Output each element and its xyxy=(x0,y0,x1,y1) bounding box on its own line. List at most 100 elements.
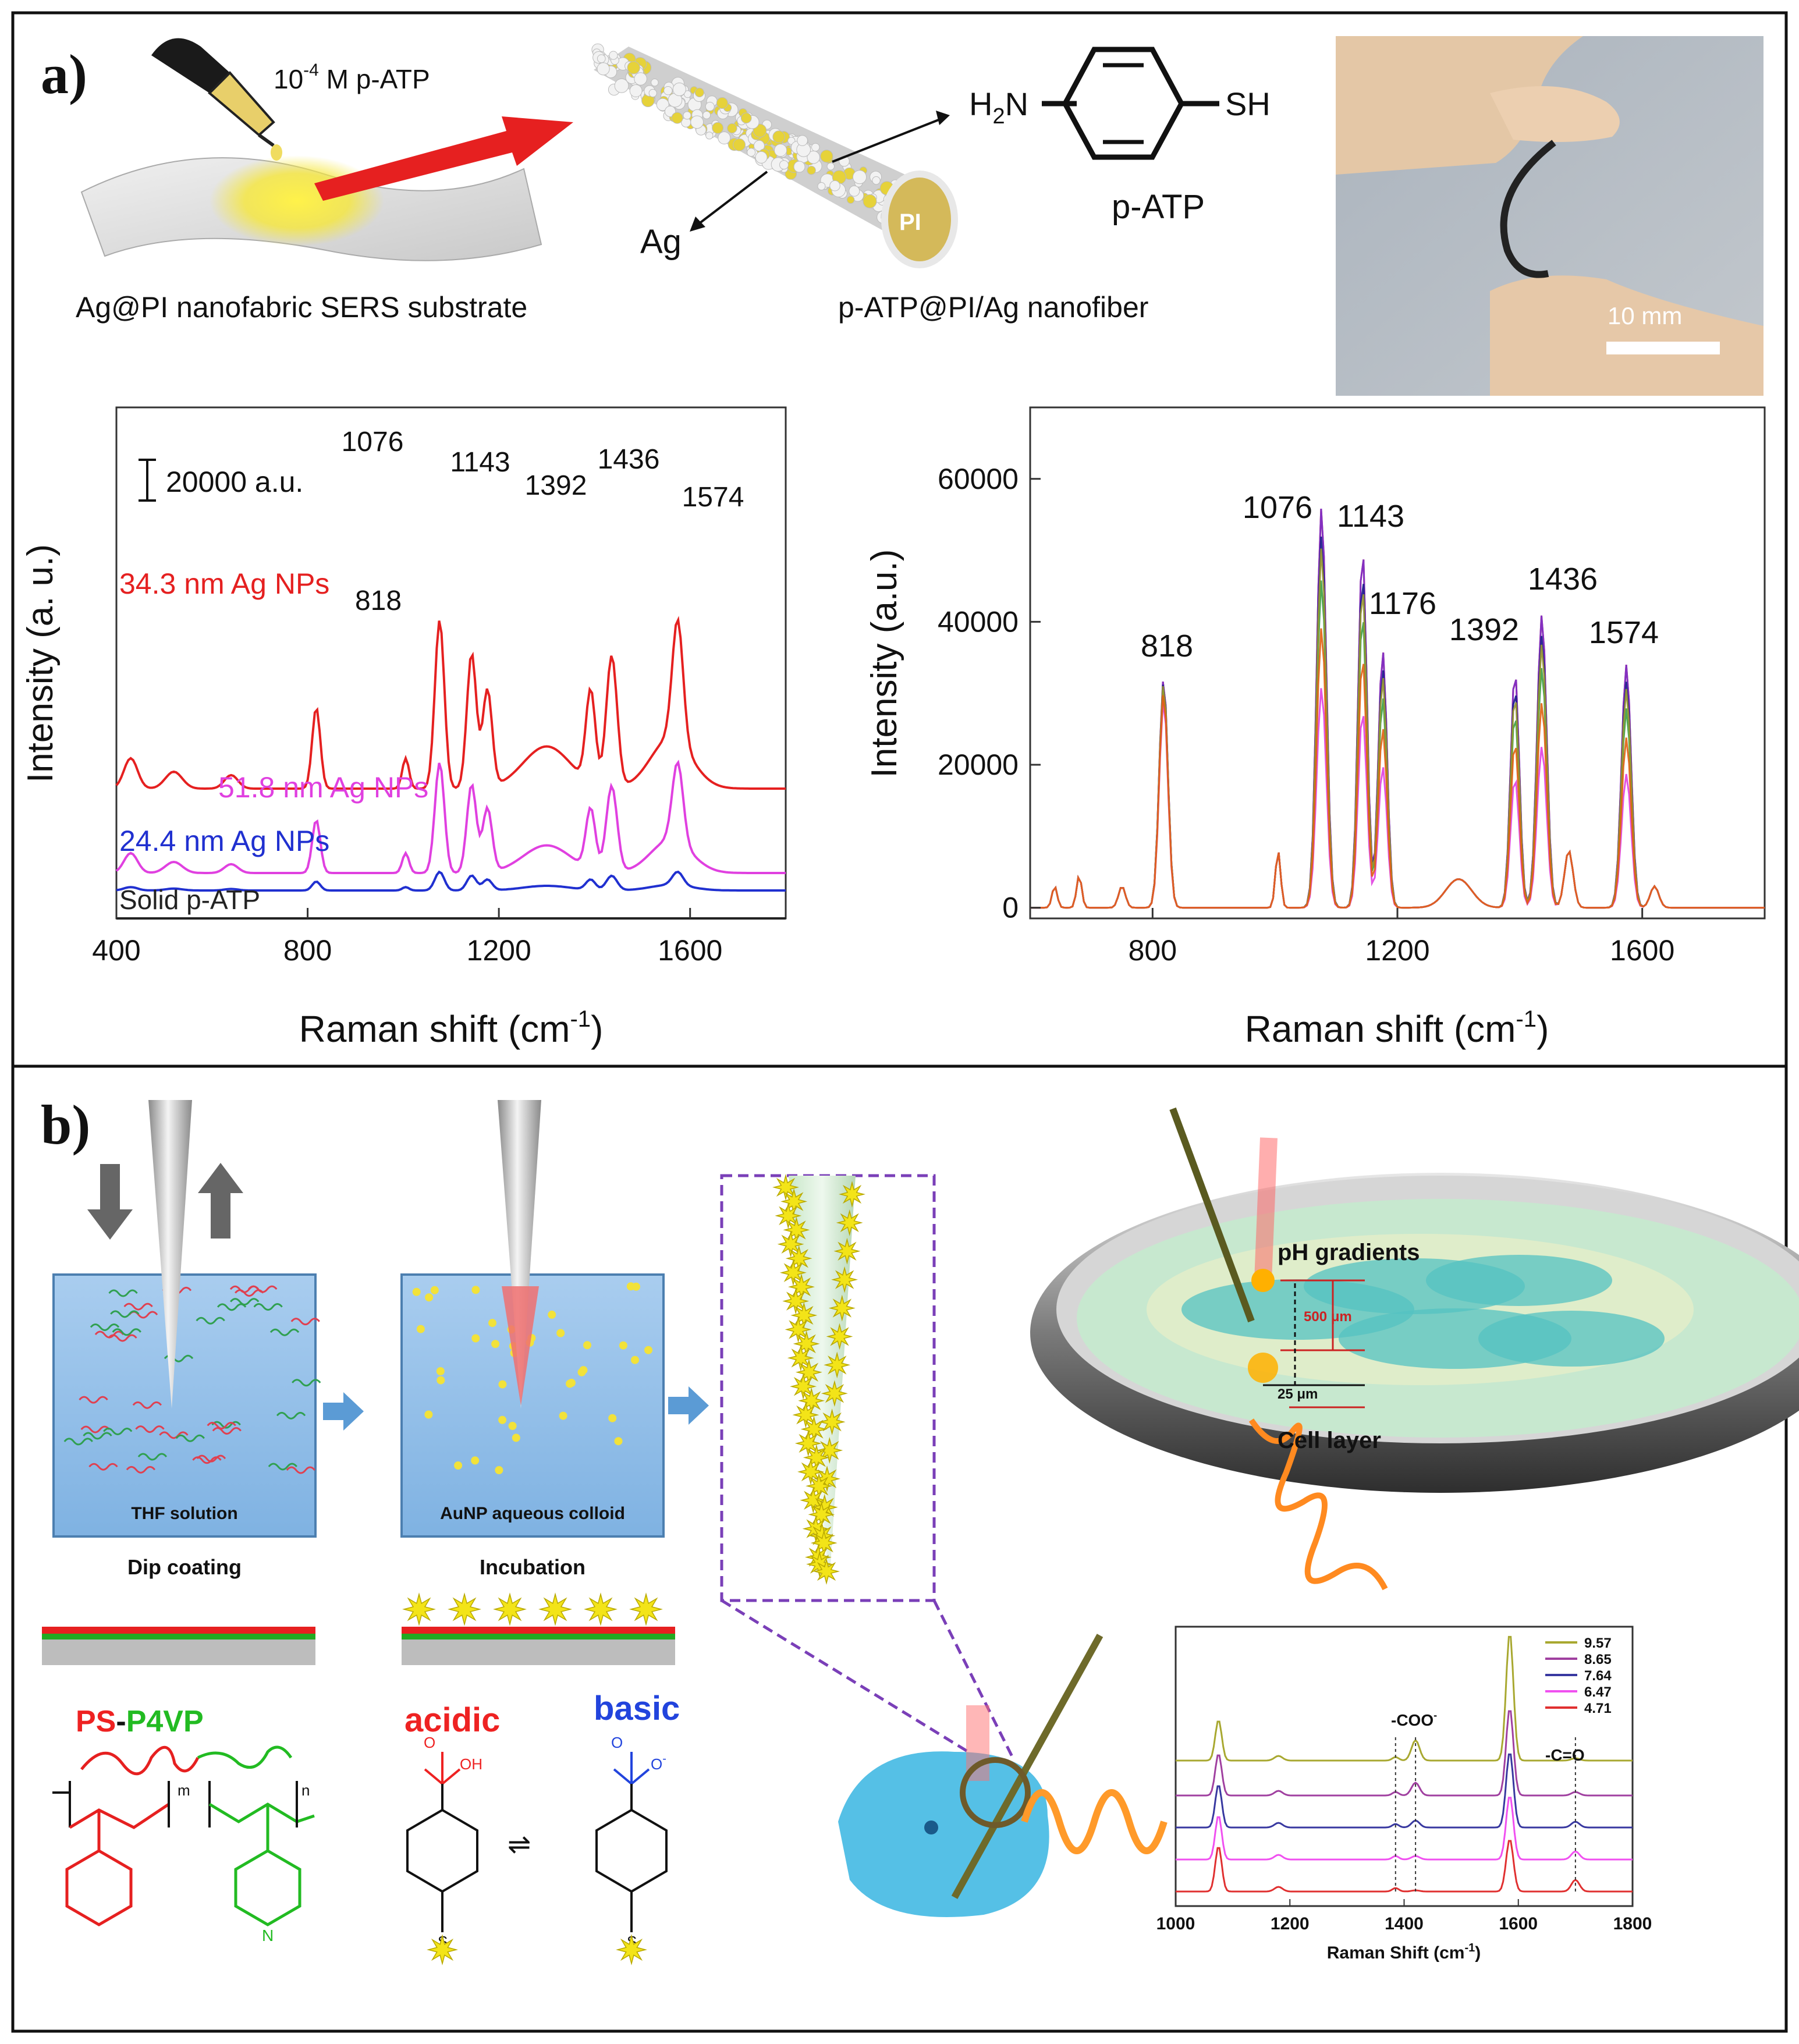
polymer-chain xyxy=(135,1425,165,1433)
gold-nanostar-icon xyxy=(538,1592,572,1626)
fiber-bead xyxy=(747,148,756,157)
aunp-dot xyxy=(498,1415,507,1424)
thf-solution-box xyxy=(52,1100,321,1538)
chart-a2-series-6 xyxy=(1030,628,1765,909)
gold-nanostar-icon xyxy=(772,1174,799,1201)
gold-nanostar-icon xyxy=(584,1592,618,1626)
p-atp-structure xyxy=(1042,47,1219,160)
molecule-amine-group: H2N xyxy=(969,86,1028,129)
gold-nanostar-icon xyxy=(629,1592,663,1626)
aunp-dot xyxy=(631,1355,639,1364)
gold-nanostar-icon xyxy=(785,1316,812,1343)
base-oxygen: O xyxy=(611,1734,623,1751)
polymer-chain xyxy=(110,1310,140,1318)
fiber-bead xyxy=(727,123,737,134)
acid-hydroxyl: OH xyxy=(460,1755,482,1773)
red-arrow-icon xyxy=(314,116,573,201)
aunp-dot xyxy=(498,1380,507,1389)
dropper-concentration: 10-4 M p-ATP xyxy=(274,61,430,94)
chart-b-series-2 xyxy=(1176,1753,1633,1829)
chart-b-xtick-label-1: 1200 xyxy=(1271,1914,1310,1933)
nanofabric-substrate xyxy=(80,155,542,261)
molecule-thiol-group: SH xyxy=(1225,86,1271,122)
chart-a2-series-1 xyxy=(1030,509,1765,909)
aunp-dot xyxy=(454,1461,463,1470)
chart-a2-xtick-label-0: 800 xyxy=(1129,934,1177,967)
fiber-bead xyxy=(811,143,820,152)
substrate-caption: Ag@PI nanofabric SERS substrate xyxy=(76,291,527,324)
cell-layer-label: Cell layer xyxy=(1278,1428,1381,1453)
aunp-dot xyxy=(512,1433,520,1442)
gold-nanostar-icon xyxy=(828,1294,856,1322)
chart-b-legend-label-2: 7.64 xyxy=(1584,1668,1612,1684)
equilibrium-arrows: ⇌ xyxy=(508,1829,531,1860)
step-arrow-1-icon xyxy=(323,1392,364,1431)
molecule-pointer-arrow-icon xyxy=(832,111,950,163)
chart-a2: 800 1200 1600 0 20000 40000 60000 818 1076 1143 1… xyxy=(864,406,1766,1050)
chart-a1-xlabel: Raman shift (cm-1) xyxy=(299,1006,604,1050)
aunp-dot xyxy=(556,1329,565,1337)
chart-a2-series-0 xyxy=(1030,509,1765,909)
aunp-dot xyxy=(567,1379,576,1387)
polymer-chain xyxy=(207,1421,236,1429)
gold-nanostar-icon xyxy=(839,1181,865,1208)
chart-a2-xlabel: Raman shift (cm-1) xyxy=(1245,1006,1549,1050)
dish-25um-label: 25 μm xyxy=(1278,1386,1318,1402)
fiber-bead xyxy=(672,82,686,97)
polymer-chain xyxy=(217,1303,247,1311)
aunp-dot xyxy=(430,1286,439,1294)
aunp-dot xyxy=(425,1293,434,1302)
polymer-chain xyxy=(253,1303,283,1311)
aunp-dot xyxy=(548,1310,556,1319)
gold-nanostar-icon xyxy=(493,1592,527,1626)
chart-a2-peak-label-5: 1436 xyxy=(1528,562,1598,597)
chart-b-series-3 xyxy=(1176,1797,1633,1861)
fiber-bead xyxy=(634,72,647,86)
chart-a1-series-label-0: 34.3 nm Ag NPs xyxy=(119,567,329,600)
aunp-dot xyxy=(559,1411,567,1420)
chart-a1-peak-label-3: 1436 xyxy=(598,444,660,475)
chart-a1-peak-label-5: 818 xyxy=(355,585,402,616)
fiber-bead xyxy=(872,176,881,185)
polymer-name: PS-P4VP xyxy=(76,1705,204,1738)
figure-frame xyxy=(11,11,1788,2033)
aunp-dot xyxy=(488,1319,496,1328)
fiber-bead xyxy=(718,132,731,144)
chart-a2-xtick-label-2: 1600 xyxy=(1610,934,1674,967)
pyridine-nitrogen: N xyxy=(262,1926,274,1944)
fiber-bead xyxy=(648,88,657,98)
chart-b-annotation-co: -C=O xyxy=(1545,1746,1585,1764)
fiber-bead xyxy=(651,79,659,87)
chart-a1-series-label-3: Solid p-ATP xyxy=(119,885,260,915)
aunp-colloid-box xyxy=(400,1100,665,1538)
gold-nanostar-icon xyxy=(831,1266,858,1293)
polymer-chain xyxy=(196,1316,225,1325)
fiber-bead xyxy=(829,180,840,191)
ph-gradients-label: pH gradients xyxy=(1278,1240,1420,1265)
gold-nanostar-icon xyxy=(794,1430,822,1457)
polymer-chain xyxy=(235,1289,264,1297)
polymer-chain xyxy=(211,1421,241,1429)
polymer-chain xyxy=(90,1323,120,1331)
polymer-chain xyxy=(159,1431,189,1439)
aunp-dot xyxy=(471,1334,480,1343)
fiber-bead xyxy=(740,112,752,123)
fiber-bead xyxy=(656,98,669,111)
gold-nanostar-icon xyxy=(782,1287,810,1315)
gold-nanostar-icon xyxy=(833,1237,861,1265)
nanofiber-caption: p-ATP@PI/Ag nanofiber xyxy=(838,291,1148,324)
dropper-icon xyxy=(151,38,282,161)
chart-b-series-0 xyxy=(1176,1635,1633,1762)
polymer-chain xyxy=(126,1465,156,1474)
aunp-dot xyxy=(424,1410,433,1419)
aunp-dot xyxy=(644,1346,652,1354)
fiber-bead xyxy=(712,122,723,134)
basic-label: basic xyxy=(594,1690,680,1727)
polymer-chain xyxy=(112,1328,141,1336)
acidic-structure xyxy=(406,1752,478,1932)
fiber-bead xyxy=(597,62,610,76)
chart-b-legend-label-0: 9.57 xyxy=(1584,1635,1612,1651)
chart-b-series-1 xyxy=(1176,1710,1633,1797)
fiber-core-label: PI xyxy=(899,210,921,235)
